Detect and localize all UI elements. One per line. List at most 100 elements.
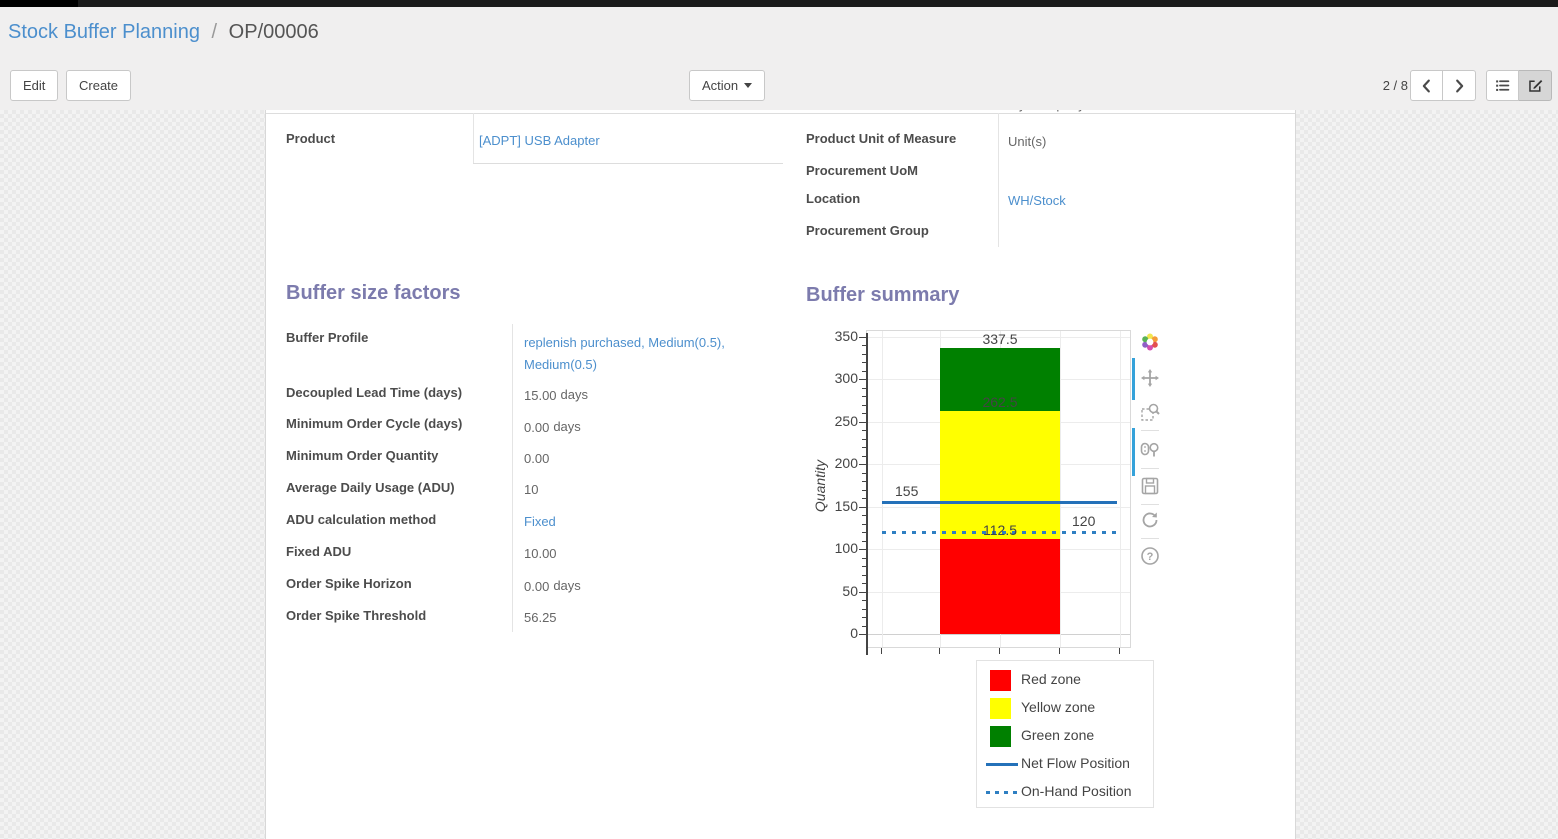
box-zoom-icon[interactable]: [1140, 402, 1160, 422]
y-axis-tick: [862, 370, 866, 372]
legend-item-net-flow[interactable]: Net Flow Position: [977, 751, 1153, 779]
legend-item-green-zone[interactable]: Green zone: [977, 723, 1153, 751]
pager-previous-button[interactable]: [1410, 70, 1443, 101]
breadcrumb-separator: /: [211, 21, 218, 43]
field-value-buffer-profile-link[interactable]: replenish purchased, Medium(0.5), Medium…: [524, 335, 725, 372]
svg-text:?: ?: [1147, 551, 1154, 563]
y-tick-label: 350: [834, 328, 858, 344]
y-tick-label: 100: [834, 540, 858, 557]
y-axis-tick: [859, 549, 866, 551]
y-tick-label: 250: [834, 412, 858, 429]
line-value-label: 120: [1072, 513, 1096, 530]
y-axis-tick: [862, 625, 866, 627]
chart-legend: Red zone Yellow zone Green zone Net Flow…: [976, 660, 1154, 808]
field-value-decoupled-lead-time: 15.00 days: [524, 387, 589, 403]
y-tick-label: 0: [850, 625, 858, 641]
field-value-min-order-quantity: 0.00: [524, 451, 550, 466]
gridline: [867, 634, 1130, 635]
x-axis-tick: [1119, 648, 1120, 654]
yellow-zone-bar: [940, 411, 1060, 539]
green-zone-bar: [940, 347, 1060, 412]
breadcrumb-current: OP/00006: [228, 21, 319, 43]
zone-boundary-label: 112.5: [983, 521, 1017, 538]
field-label-product-uom: Product Unit of Measure: [806, 131, 957, 146]
list-view-button[interactable]: [1486, 70, 1519, 101]
buffer-chart-plot-area[interactable]: 337.5 262.5 112.5 155 120: [859, 330, 1131, 655]
reset-axes-icon[interactable]: [1140, 510, 1160, 530]
y-axis-tick: [862, 353, 866, 355]
field-label-order-spike-threshold: Order Spike Threshold: [286, 608, 427, 623]
yellow-zone-swatch: [990, 698, 1011, 719]
create-button[interactable]: Create: [66, 70, 132, 101]
plotly-logo-icon[interactable]: [1140, 332, 1160, 352]
edit-button[interactable]: Edit: [10, 70, 59, 101]
y-axis-tick: [862, 523, 866, 525]
y-axis-tick: [859, 634, 866, 635]
column-separator: [512, 324, 513, 632]
y-axis-tick: [862, 447, 866, 449]
y-axis-tick: [859, 506, 866, 508]
y-axis-tick: [862, 515, 866, 517]
modebar-separator: [1141, 430, 1159, 431]
field-label-procurement-group: Procurement Group: [806, 223, 929, 238]
field-value-adu-method-link[interactable]: Fixed: [524, 514, 556, 529]
field-label-procurement-uom: Procurement UoM: [806, 163, 918, 178]
legend-item-yellow-zone[interactable]: Yellow zone: [977, 695, 1153, 723]
y-axis-tick: [862, 430, 866, 432]
on-hand-dotted-swatch: [986, 791, 1018, 794]
legend-item-red-zone[interactable]: Red zone: [977, 667, 1153, 695]
field-value-adu: 10: [524, 482, 539, 497]
field-value-location-link[interactable]: WH/Stock: [1008, 193, 1066, 208]
y-axis-tick: [862, 557, 866, 559]
zoom-in-out-icon[interactable]: [1140, 440, 1160, 460]
action-label: Action: [702, 78, 739, 93]
zone-boundary-label: 337.5: [982, 330, 1018, 347]
modebar-accent-bar: [1132, 358, 1135, 400]
content-background: My Company Product [ADPT] USB Adapter Pr…: [0, 96, 1558, 839]
top-menu-bar: [0, 0, 1558, 7]
field-value-product-link[interactable]: [ADPT] USB Adapter: [479, 133, 600, 148]
pan-icon[interactable]: [1140, 368, 1160, 388]
chevron-down-icon: [744, 83, 753, 88]
breadcrumb-parent-link[interactable]: Stock Buffer Planning: [8, 21, 200, 43]
field-value-order-spike-horizon: 0.00 days: [524, 578, 581, 594]
y-axis-tick: [862, 404, 866, 406]
gridline: [1060, 331, 1061, 647]
y-tick-label: 300: [834, 370, 858, 387]
modebar-accent-bar: [1132, 428, 1135, 476]
help-icon[interactable]: ?: [1140, 546, 1160, 566]
y-axis-line: [866, 333, 868, 655]
field-value-order-spike-threshold: 56.25: [524, 610, 557, 625]
y-axis-tick: [862, 600, 866, 602]
field-label-product: Product: [286, 131, 336, 146]
line-value-label: 155: [895, 483, 919, 500]
chevron-left-icon: [1422, 79, 1430, 92]
form-view-button[interactable]: [1519, 70, 1552, 101]
form-sheet: My Company Product [ADPT] USB Adapter Pr…: [265, 96, 1296, 839]
field-label-min-order-quantity: Minimum Order Quantity: [286, 448, 439, 463]
y-axis-tick: [859, 591, 866, 593]
gridline: [867, 337, 1130, 338]
edit-form-icon: [1528, 79, 1542, 92]
y-axis-tick: [859, 337, 866, 338]
field-value-product-uom: Unit(s): [1008, 134, 1047, 149]
y-axis-tick: [862, 413, 866, 415]
section-title-buffer-size-factors: Buffer size factors: [286, 282, 461, 304]
x-axis-tick: [1059, 648, 1060, 654]
y-axis-tick: [862, 566, 866, 568]
y-axis-tick: [862, 362, 866, 364]
field-label-min-order-cycle: Minimum Order Cycle (days): [286, 416, 463, 431]
modebar-separator: [1141, 538, 1159, 539]
section-title-buffer-summary: Buffer summary: [806, 284, 960, 306]
pager-next-button[interactable]: [1443, 70, 1476, 101]
legend-item-on-hand[interactable]: On-Hand Position: [977, 779, 1153, 807]
modebar-separator: [1141, 504, 1159, 505]
y-axis-tick: [862, 345, 866, 347]
save-icon[interactable]: [1140, 476, 1160, 496]
field-value-fixed-adu: 10.00: [524, 546, 557, 561]
y-tick-label: 150: [834, 497, 858, 514]
net-flow-position-line: [882, 501, 1117, 505]
field-cell-underline: [473, 163, 783, 164]
action-dropdown-button[interactable]: Action: [689, 70, 766, 101]
x-axis-tick: [939, 648, 940, 654]
